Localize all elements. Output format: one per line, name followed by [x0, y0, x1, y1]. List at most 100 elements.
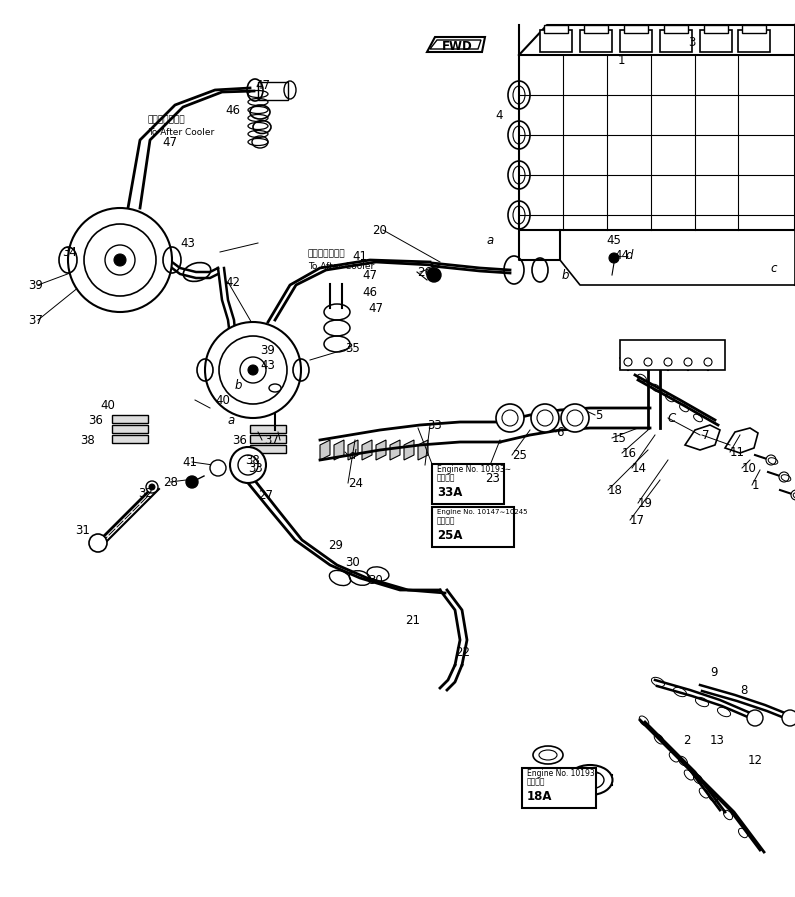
Text: b: b [235, 379, 242, 391]
Text: d: d [625, 248, 633, 262]
Bar [584, 25, 608, 33]
Circle shape [149, 484, 155, 490]
Polygon shape [685, 425, 720, 450]
Text: 24: 24 [348, 476, 363, 490]
Text: 29: 29 [328, 538, 343, 552]
Text: To After Cooler: To After Cooler [148, 127, 214, 136]
Circle shape [89, 534, 107, 552]
Ellipse shape [269, 384, 281, 392]
Text: 1: 1 [752, 478, 759, 492]
Text: 適用号等: 適用号等 [527, 778, 545, 787]
Text: アフタクーラへ: アフタクーラへ [308, 249, 346, 258]
Text: 46: 46 [362, 285, 377, 299]
Text: 35: 35 [345, 342, 360, 354]
Polygon shape [320, 440, 330, 460]
Text: 8: 8 [740, 684, 747, 696]
Text: 15: 15 [612, 431, 627, 445]
Text: 46: 46 [225, 103, 240, 117]
Ellipse shape [568, 765, 612, 795]
Bar [624, 25, 648, 33]
Bar [620, 340, 725, 370]
Polygon shape [250, 445, 286, 453]
Polygon shape [427, 37, 485, 52]
Circle shape [240, 357, 266, 383]
Circle shape [747, 710, 763, 726]
Circle shape [502, 410, 518, 426]
Text: 9: 9 [710, 666, 718, 678]
Circle shape [114, 254, 126, 266]
Text: 14: 14 [632, 461, 647, 475]
Text: 12: 12 [748, 753, 763, 767]
Text: 47: 47 [368, 301, 383, 315]
Text: FWD: FWD [442, 39, 473, 53]
Text: 6: 6 [556, 425, 564, 439]
Circle shape [248, 365, 258, 375]
Circle shape [624, 358, 632, 366]
Text: 21: 21 [405, 614, 420, 626]
Circle shape [146, 481, 158, 493]
Bar [620, 30, 652, 52]
Text: Engine No. 10193∼: Engine No. 10193∼ [527, 769, 601, 778]
Text: 4: 4 [495, 109, 502, 121]
Text: 31: 31 [75, 524, 90, 536]
Text: 40: 40 [215, 394, 230, 406]
Polygon shape [418, 440, 428, 460]
Circle shape [644, 358, 652, 366]
Text: 19: 19 [638, 497, 653, 509]
Circle shape [105, 245, 135, 275]
Text: d: d [348, 448, 355, 461]
Text: 37: 37 [28, 313, 43, 327]
Circle shape [782, 710, 795, 726]
Text: b: b [562, 268, 569, 282]
Text: 41: 41 [352, 249, 367, 263]
Text: 26: 26 [417, 266, 432, 278]
Bar [742, 25, 766, 33]
Text: Engine No. 10147∼10245: Engine No. 10147∼10245 [437, 509, 528, 515]
Text: a: a [487, 233, 494, 247]
Text: 47: 47 [162, 135, 177, 149]
Polygon shape [376, 440, 386, 460]
Ellipse shape [539, 750, 557, 760]
Bar [432, 507, 514, 547]
Text: 18A: 18A [527, 789, 553, 803]
Bar [664, 25, 688, 33]
Text: 41: 41 [182, 456, 197, 468]
Text: 38: 38 [245, 454, 260, 466]
Polygon shape [362, 440, 372, 460]
Text: 5: 5 [595, 408, 603, 422]
Bar [432, 464, 504, 504]
Polygon shape [390, 440, 400, 460]
Polygon shape [348, 440, 358, 460]
Text: 43: 43 [260, 359, 275, 371]
Text: 17: 17 [630, 513, 645, 527]
Text: 28: 28 [163, 475, 178, 489]
Text: 7: 7 [702, 429, 709, 441]
Text: 36: 36 [88, 414, 103, 426]
Polygon shape [430, 40, 481, 49]
Circle shape [567, 410, 583, 426]
Text: 3: 3 [688, 36, 696, 48]
Circle shape [210, 460, 226, 476]
Text: 25A: 25A [437, 528, 463, 542]
Circle shape [186, 476, 198, 488]
Text: To After Cooler: To After Cooler [308, 262, 374, 271]
Circle shape [84, 224, 156, 296]
Text: 39: 39 [260, 344, 275, 356]
Polygon shape [250, 435, 286, 443]
Circle shape [537, 410, 553, 426]
Text: アフタクーラへ: アフタクーラへ [148, 116, 185, 125]
Text: 20: 20 [372, 223, 387, 237]
Circle shape [791, 490, 795, 500]
Text: 43: 43 [180, 237, 195, 249]
Bar [522, 768, 596, 808]
Circle shape [531, 404, 559, 432]
Bar [704, 25, 728, 33]
Bar [660, 30, 692, 52]
Text: 47: 47 [255, 79, 270, 91]
Circle shape [238, 455, 258, 475]
Text: 30: 30 [368, 573, 382, 587]
Bar [700, 30, 732, 52]
Ellipse shape [576, 771, 604, 789]
Text: 36: 36 [232, 433, 247, 447]
Text: 1: 1 [618, 54, 626, 66]
